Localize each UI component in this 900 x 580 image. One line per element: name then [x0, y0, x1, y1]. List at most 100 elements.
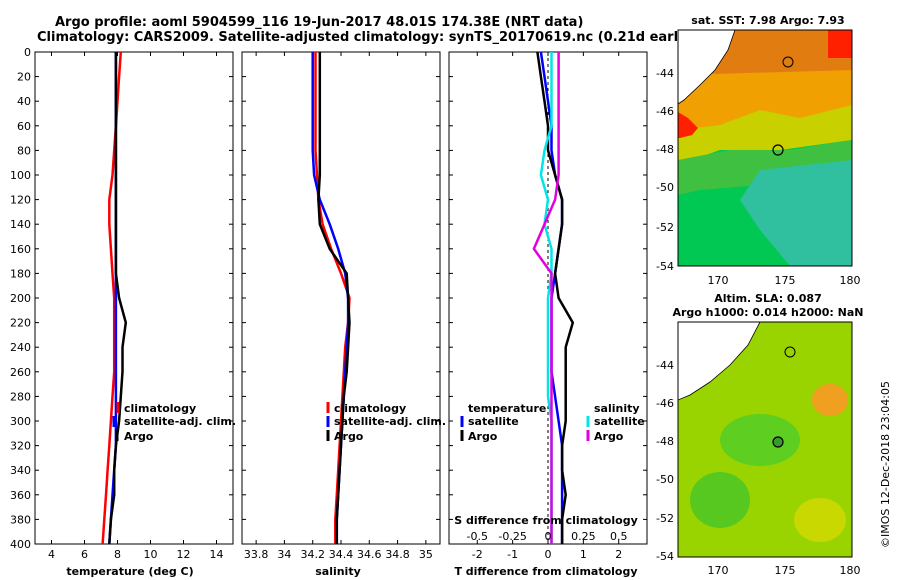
temperature-plot-frame — [34, 51, 234, 545]
difference-x-tick-label: 2 — [615, 548, 622, 561]
depth-tick-label: 160 — [10, 243, 31, 256]
sla-lat-tick: -52 — [656, 512, 674, 525]
legend-label-sal-argo: Argo — [594, 430, 624, 443]
sst-lon-tick: 180 — [840, 274, 861, 287]
temperature-x-tick-label: 12 — [177, 548, 191, 561]
s-diff-tick-label: 0 — [545, 530, 552, 543]
depth-tick-label: 400 — [10, 538, 31, 551]
sla-lat-tick: -44 — [656, 359, 674, 372]
s-diff-tick-label: -0.25 — [498, 530, 526, 543]
legend-label-sal-satellite: satellite — [594, 415, 645, 428]
difference-x-tick-label: -1 — [507, 548, 518, 561]
depth-tick-label: 320 — [10, 440, 31, 453]
sst-yellow-band — [678, 105, 852, 165]
sla-field — [678, 322, 852, 557]
sst-map: sat. SST: 7.98 Argo: 7.93 -44 -46 -48 -5… — [656, 14, 860, 287]
depth-tick-label: 380 — [10, 513, 31, 526]
depth-tick-label: 260 — [10, 366, 31, 379]
salinity-legend-label-climatology: climatology — [334, 402, 406, 415]
sla-lat-tick: -46 — [656, 397, 674, 410]
sla-lon-tick: 170 — [708, 564, 729, 577]
temperature-series-argo — [108, 52, 128, 544]
temperature-profile-plot: 0 20 40 60 80 100 120 140 160 180 200 220 240 260 280 3… — [10, 46, 236, 578]
sst-map-frame — [677, 29, 853, 267]
legend-label-climatology: climatology — [124, 402, 196, 415]
salinity-x-tick-label: 35 — [419, 548, 433, 561]
depth-tick-label: 200 — [10, 292, 31, 305]
sst-field — [678, 30, 852, 266]
sla-lat-tick: -54 — [656, 550, 674, 563]
imos-credit: ©IMOS 12-Dec-2018 23:04:05 — [879, 381, 892, 548]
sla-map-title2: Argo h1000: 0.014 h2000: NaN — [672, 306, 863, 319]
salinity-x-tick-label: 34.6 — [357, 548, 382, 561]
sst-green-band — [678, 140, 852, 195]
sla-green-patch — [690, 472, 750, 528]
sst-hot-corner — [828, 30, 852, 58]
s-diff-tick-label: 0.25 — [571, 530, 596, 543]
salinity-series-argo — [317, 52, 351, 544]
depth-tick-label: 140 — [10, 218, 31, 231]
salinity-legend-label-argo: Argo — [334, 430, 364, 443]
sst-lat-axis: -44 -46 -48 -50 -52 -54 — [656, 67, 674, 273]
sst-lat-tick: -48 — [656, 143, 674, 156]
depth-tick-label: 300 — [10, 415, 31, 428]
difference-series-salinity-argo — [532, 52, 560, 544]
depth-tick-label: 40 — [17, 95, 31, 108]
depth-tick-label: 340 — [10, 464, 31, 477]
sst-lon-tick: 175 — [775, 274, 796, 287]
depth-tick-label: 220 — [10, 317, 31, 330]
sla-map-frame — [677, 321, 853, 558]
sla-lon-axis: 170 175 180 — [708, 564, 861, 577]
depth-axis: 0 20 40 60 80 100 120 140 160 180 200 220 240 260 280 3… — [10, 46, 39, 551]
difference-series — [532, 52, 575, 544]
temperature-x-tick-label: 10 — [144, 548, 158, 561]
sst-lon-axis: 170 175 180 — [708, 274, 861, 287]
depth-tick-label: 80 — [17, 144, 31, 157]
salinity-x-tick-label: 34 — [277, 548, 291, 561]
figure-title-line1: Argo profile: aoml 5904599_116 19-Jun-20… — [55, 15, 583, 30]
depth-tick-label: 20 — [17, 71, 31, 84]
sst-argo-location — [772, 144, 784, 156]
sst-lat-tick: -54 — [656, 260, 674, 273]
legend-label-argo: Argo — [124, 430, 154, 443]
difference-x-tick-label: 1 — [580, 548, 587, 561]
sst-island-marker — [782, 56, 794, 68]
legend-title-salinity: salinity — [594, 402, 640, 415]
legend-label-satellite-adj-clim: satellite-adj. clim. — [124, 415, 236, 428]
s-diff-tick-label: -0.5 — [467, 530, 488, 543]
temperature-x-tick-label: 8 — [114, 548, 121, 561]
sst-orange-band — [678, 70, 852, 140]
temperature-xlabel: temperature (deg C) — [66, 565, 193, 578]
salinity-profile-plot: 33.8 34 34.2 34.4 34.6 34.8 35 salinity climat… — [241, 51, 446, 578]
sla-yellow-patch — [794, 498, 846, 542]
sla-map-title1: Altim. SLA: 0.087 — [714, 292, 821, 305]
difference-x-tick-label: -2 — [472, 548, 483, 561]
sla-lat-tick: -50 — [656, 473, 674, 486]
sla-island-marker — [784, 346, 796, 358]
sla-lon-tick: 180 — [840, 564, 861, 577]
sla-land-south-island — [678, 322, 761, 401]
salinity-xlabel: salinity — [315, 565, 361, 578]
t-difference-xlabel: T difference from climatology — [454, 565, 637, 578]
sst-coastal-warm — [678, 112, 698, 138]
depth-tick-label: 280 — [10, 390, 31, 403]
difference-profile-plot: -2 -1 0 1 2 -0.5 -0.25 0 0.25 0.5 T difference f… — [448, 51, 648, 578]
depth-tick-label: 0 — [24, 46, 31, 59]
temperature-series — [101, 52, 128, 544]
sla-lat-tick: -48 — [656, 435, 674, 448]
depth-tick-label: 240 — [10, 341, 31, 354]
difference-x-tick-label: 0 — [545, 548, 552, 561]
salinity-legend: climatology satellite-adj. clim. Argo — [326, 402, 446, 443]
salinity-difference-axis: -0.5 -0.25 0 0.25 0.5 — [467, 530, 628, 543]
sla-positive-anomaly — [812, 384, 848, 416]
temperature-x-tick-label: 14 — [210, 548, 224, 561]
sst-lat-tick: -46 — [656, 105, 674, 118]
salinity-legend-label-satellite-adj-clim: satellite-adj. clim. — [334, 415, 446, 428]
legend-title-temperature: temperature — [468, 402, 546, 415]
sla-argo-location — [772, 436, 784, 448]
sst-lat-tick: -52 — [656, 221, 674, 234]
sla-map: Altim. SLA: 0.087 Argo h1000: 0.014 h200… — [656, 292, 863, 577]
salinity-x-tick-label: 33.8 — [244, 548, 269, 561]
temperature-x-tick-label: 6 — [81, 548, 88, 561]
temperature-x-tick-label: 4 — [48, 548, 55, 561]
